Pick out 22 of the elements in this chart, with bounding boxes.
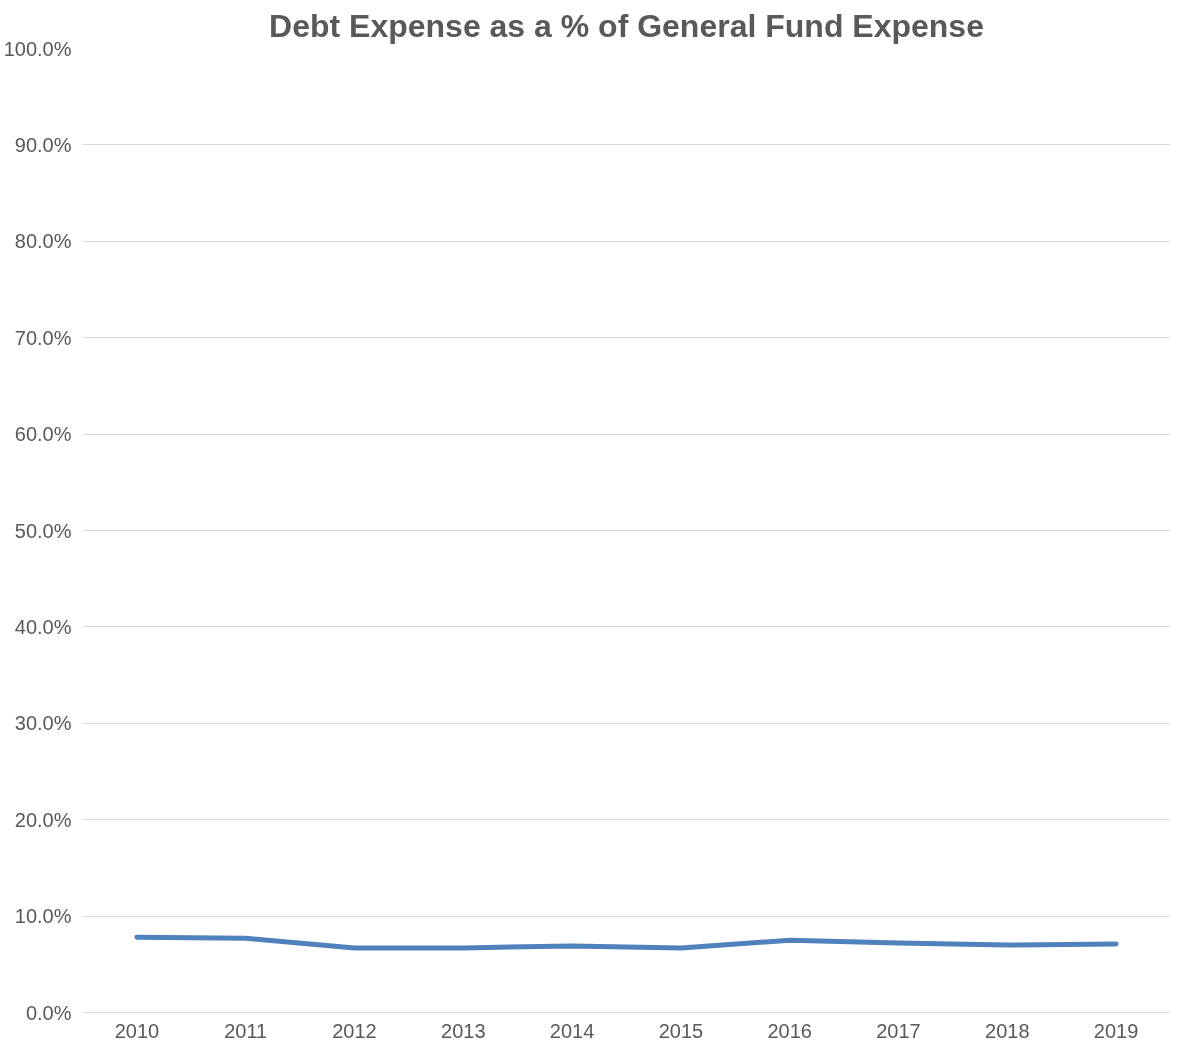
x-tick-label: 2019 [1093,1019,1139,1042]
y-tick-label: 0.0% [25,1001,72,1024]
y-tick-label: 100.0% [3,37,72,60]
y-tick-label: 10.0% [14,905,72,928]
chart-title: Debt Expense as a % of General Fund Expense [269,7,984,44]
y-tick-label: 70.0% [14,326,72,349]
x-tick-label: 2010 [114,1019,160,1042]
x-tick-label: 2017 [876,1019,921,1042]
y-tick-label: 30.0% [14,712,72,735]
x-tick-label: 2014 [549,1019,595,1042]
y-tick-label: 60.0% [14,423,72,446]
x-tick-label: 2015 [658,1019,704,1042]
x-tick-label: 2012 [332,1019,377,1042]
x-tick-label: 2018 [985,1019,1030,1042]
y-tick-label: 80.0% [14,230,72,253]
y-tick-label: 20.0% [14,808,72,831]
x-tick-label: 2013 [441,1019,486,1042]
x-tick-label: 2011 [224,1019,268,1042]
y-tick-label: 50.0% [14,519,72,542]
y-tick-label: 90.0% [14,133,72,156]
y-tick-label: 40.0% [14,615,72,638]
x-tick-label: 2016 [767,1019,812,1042]
